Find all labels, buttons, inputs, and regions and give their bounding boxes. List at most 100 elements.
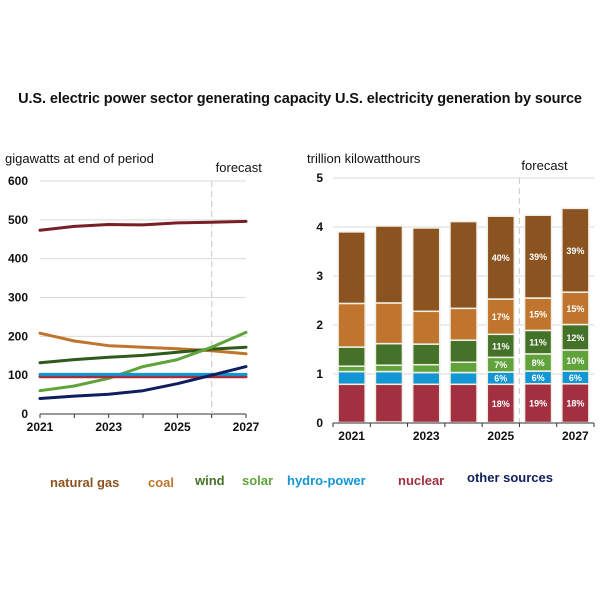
- y-tick-label: 600: [8, 174, 28, 188]
- bar-segment-wind: [374, 342, 404, 366]
- bar-segment-label: 7%: [494, 360, 507, 370]
- bar-segment-coal: [523, 297, 553, 332]
- bar-chart-x-axis: 2021 2023 2025 2027: [332, 422, 595, 443]
- x-tick-label: 2027: [233, 420, 260, 434]
- generation-bar-chart: trillion kilowatthours 0 1 2 3 4 5 forecast 1…: [307, 151, 595, 443]
- bar-segment-nuclear: [337, 383, 366, 424]
- x-tick-label: 2023: [413, 429, 440, 443]
- bar-segment-label: 11%: [529, 338, 547, 348]
- legend-item-wind: wind: [195, 473, 225, 488]
- bar-segment-hydro-power: [337, 370, 366, 386]
- bar-chart-y-label: trillion kilowatthours: [307, 151, 421, 166]
- bar-chart-bars: 18% 6% 7% 11% 17% 40% 19% 6% 8% 11% 15% 39% 18% 6% 10%…: [337, 207, 590, 424]
- bar-segment-wind: [411, 343, 441, 366]
- bar-segment-coal: [449, 307, 478, 341]
- line-chart-y-label: gigawatts at end of period: [5, 151, 154, 166]
- x-tick-label: 2021: [27, 420, 54, 434]
- bar-segment-hydro-power: [374, 370, 404, 386]
- line-natural-gas: [38, 219, 248, 232]
- bar-segment-nuclear: [411, 383, 441, 424]
- bar-segment-label: 8%: [532, 358, 545, 368]
- y-tick-label: 1: [316, 367, 323, 381]
- bar-segment-label: 6%: [569, 373, 582, 383]
- bar-segment-label: 12%: [566, 333, 584, 343]
- bar-segment-label: 15%: [529, 310, 547, 320]
- bar-segment-label: 18%: [492, 399, 510, 409]
- bar-segment-hydro-power: [411, 371, 441, 386]
- bar-segment-wind: [337, 346, 366, 367]
- line-chart-y-ticks: 0 100 200 300 400 500 600: [8, 174, 28, 421]
- bar-chart-y-ticks: 0 1 2 3 4 5: [316, 171, 323, 430]
- bar-segment-nuclear: [449, 383, 478, 424]
- bar-segment-natural-gas: [411, 227, 441, 313]
- y-tick-label: 3: [316, 269, 323, 283]
- capacity-line-chart: gigawatts at end of period 0 100 200 300 400…: [5, 151, 262, 434]
- bar-segment-hydro-power: [449, 371, 478, 386]
- bar-segment-label: 39%: [566, 246, 584, 256]
- line-other-sources: [38, 365, 248, 400]
- y-tick-label: 0: [316, 416, 323, 430]
- bar-segment-natural-gas: [523, 214, 553, 299]
- x-tick-label: 2023: [95, 420, 122, 434]
- bar-segment-solar: [337, 365, 366, 373]
- legend-item-solar: solar: [242, 473, 274, 488]
- forecast-label: forecast: [216, 160, 263, 175]
- x-tick-label: 2025: [487, 429, 514, 443]
- bar-segment-label: 11%: [492, 341, 510, 351]
- x-tick-label: 2025: [164, 420, 191, 434]
- bar-segment-coal: [486, 298, 516, 336]
- bar-stack-2027: 18% 6% 10% 12% 15% 39%: [561, 207, 590, 424]
- bar-segment-label: 40%: [492, 253, 510, 263]
- bar-segment-natural-gas: [561, 207, 590, 293]
- forecast-label: forecast: [521, 158, 568, 173]
- bar-segment-label: 18%: [566, 399, 584, 409]
- bar-stack-2026: 19% 6% 8% 11% 15% 39%: [523, 214, 553, 424]
- bar-segment-natural-gas: [337, 231, 366, 305]
- y-tick-label: 300: [8, 291, 28, 305]
- line-coal: [38, 331, 248, 356]
- bar-stack-2024: [449, 220, 478, 424]
- bar-segment-wind: [449, 339, 478, 363]
- x-tick-label: 2027: [562, 429, 589, 443]
- bar-segment-label: 6%: [532, 373, 545, 383]
- legend-item-coal: coal: [148, 475, 175, 490]
- bar-segment-nuclear: [486, 383, 516, 424]
- bar-segment-natural-gas: [449, 220, 478, 310]
- bar-segment-solar: [411, 363, 441, 374]
- legend-item-other: other sources: [467, 470, 553, 485]
- bar-stack-2021: [337, 231, 366, 424]
- bar-segment-label: 39%: [529, 252, 547, 262]
- y-tick-label: 4: [316, 220, 323, 234]
- bar-segment-label: 15%: [566, 304, 584, 314]
- legend-item-nuclear: nuclear: [398, 473, 445, 488]
- x-tick-label: 2021: [338, 429, 365, 443]
- y-tick-label: 200: [8, 329, 28, 343]
- line-solar: [38, 330, 248, 393]
- legend: natural gas coal wind solar hydro-power nucle…: [0, 470, 600, 490]
- y-tick-label: 400: [8, 252, 28, 266]
- legend-item-hydro: hydro-power: [287, 473, 366, 488]
- bar-segment-solar: [374, 364, 404, 373]
- bar-segment-label: 6%: [494, 374, 507, 384]
- bar-segment-label: 19%: [529, 399, 547, 409]
- bar-segment-solar: [449, 361, 478, 374]
- bar-segment-label: 10%: [566, 356, 584, 366]
- y-tick-label: 500: [8, 213, 28, 227]
- bar-segment-coal: [411, 310, 441, 345]
- bar-stack-2022: [374, 225, 404, 424]
- figure-title: U.S. electric power sector generating ca…: [18, 91, 582, 107]
- bar-segment-coal: [561, 291, 590, 326]
- bar-segment-coal: [374, 302, 404, 345]
- bar-stack-2023: [411, 227, 441, 424]
- line-wind: [38, 345, 248, 365]
- bar-segment-nuclear: [374, 383, 404, 423]
- line-chart-series: [38, 219, 248, 400]
- y-tick-label: 5: [316, 171, 323, 185]
- bar-stack-2025: 18% 6% 7% 11% 17% 40%: [486, 215, 516, 424]
- bar-segment-natural-gas: [374, 225, 404, 304]
- y-tick-label: 100: [8, 368, 28, 382]
- y-tick-label: 0: [21, 407, 28, 421]
- bar-chart-forecast-marker: forecast: [518, 158, 568, 423]
- line-chart-x-axis: 2021 2023 2025 2027: [27, 413, 260, 434]
